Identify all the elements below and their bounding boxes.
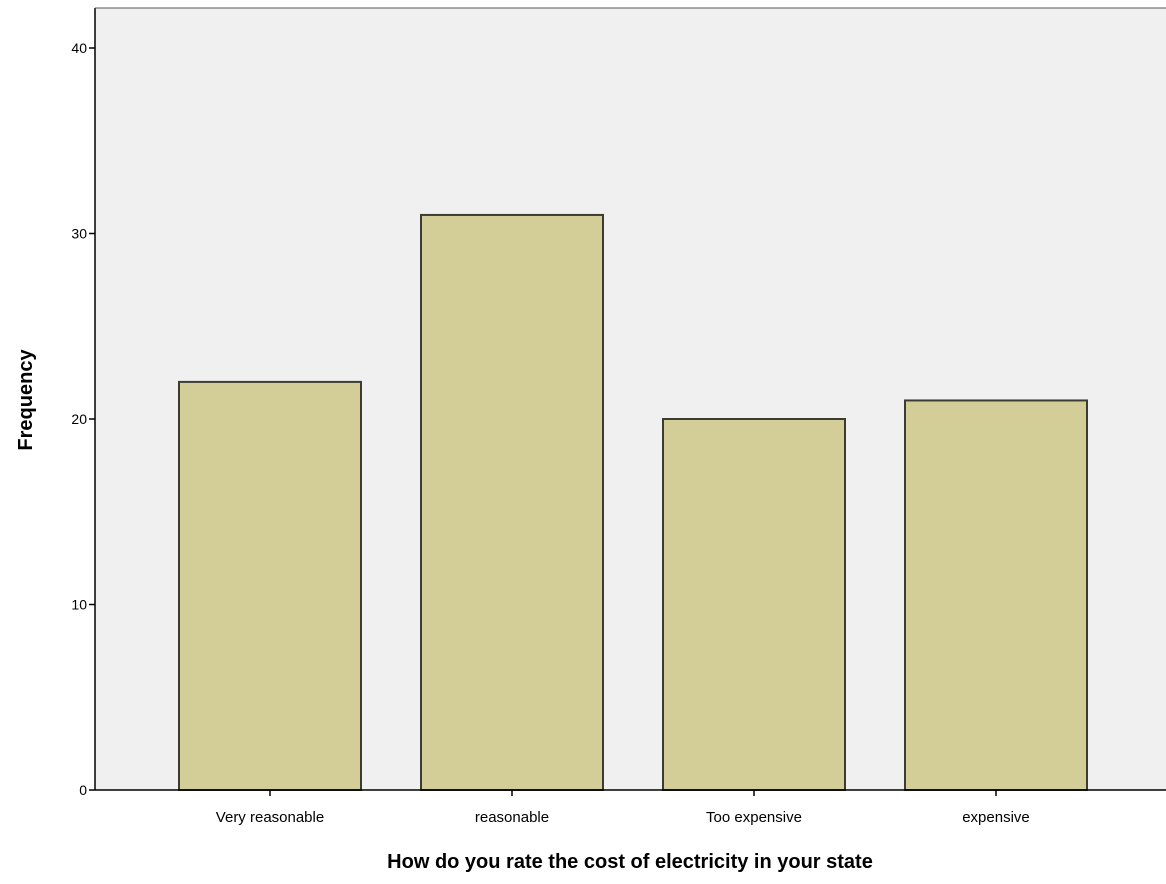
x-tick-label-too-expensive: Too expensive [706, 809, 802, 826]
bar-expensive [904, 399, 1088, 791]
bars-group [178, 213, 1088, 791]
y-tick-label-30: 30 [71, 226, 87, 242]
x-tick-label-very-reasonable: Very reasonable [216, 809, 324, 826]
y-tick-label-40: 40 [71, 40, 87, 56]
bar-very-reasonable [178, 380, 362, 791]
x-axis-title: How do you rate the cost of electricity … [387, 851, 873, 873]
bar-too-expensive [662, 418, 846, 791]
y-axis-title: Frequency [15, 349, 37, 451]
y-tick-label-0: 0 [79, 782, 87, 798]
x-axis: Very reasonable reasonable Too expensive ex… [95, 789, 1166, 826]
x-tick-label-expensive: expensive [962, 809, 1030, 826]
bar-reasonable [420, 213, 604, 791]
y-tick-label-10: 10 [71, 597, 87, 613]
x-tick-label-reasonable: reasonable [475, 809, 549, 826]
y-tick-label-20: 20 [71, 411, 87, 427]
y-axis: 0 10 20 30 40 [71, 7, 1166, 798]
